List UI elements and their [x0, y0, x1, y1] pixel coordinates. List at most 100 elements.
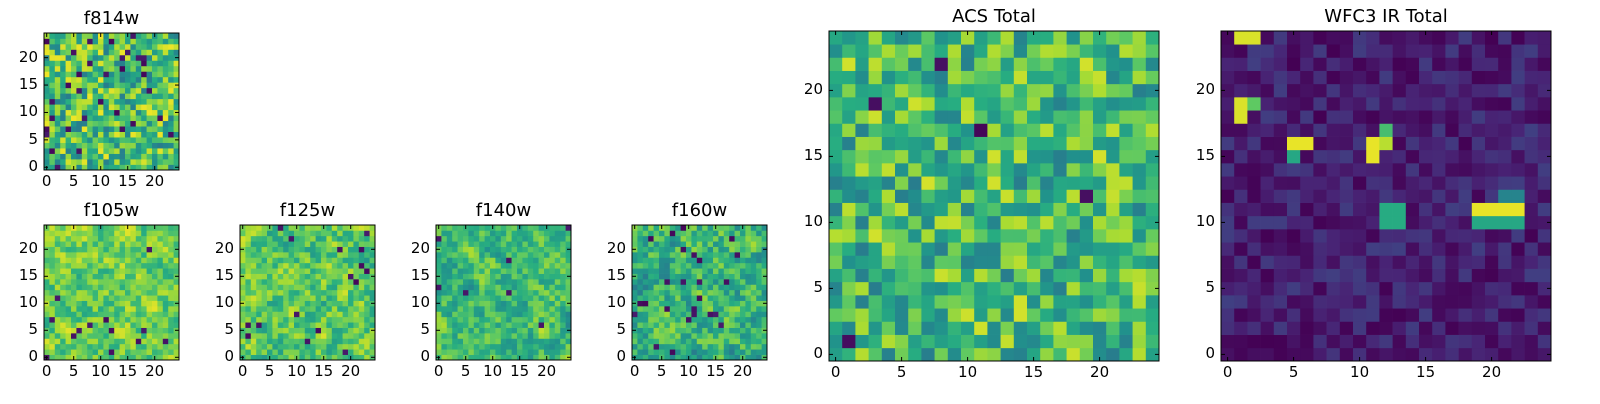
heatmap-cell — [283, 295, 289, 301]
heatmap-cell — [696, 241, 703, 247]
heatmap-cell — [1300, 321, 1314, 335]
heatmap-cell — [468, 252, 475, 258]
heatmap-cell — [326, 338, 333, 345]
heatmap-cell — [299, 257, 306, 264]
heatmap-cell — [1405, 202, 1420, 217]
heatmap-cell — [168, 252, 174, 258]
heatmap-cell — [669, 300, 676, 307]
heatmap-cell — [517, 230, 523, 237]
heatmap-cell — [92, 343, 99, 350]
heatmap-cell — [173, 306, 180, 312]
heatmap-cell — [500, 349, 507, 355]
heatmap-cell — [1145, 57, 1160, 71]
heatmap-cell — [125, 148, 131, 154]
heatmap-cell — [691, 338, 698, 345]
heatmap-cell — [479, 327, 485, 334]
heatmap-cell — [1339, 57, 1354, 71]
heatmap-cell — [855, 123, 869, 137]
heatmap-cell — [87, 82, 93, 89]
heatmap-cell — [98, 322, 104, 328]
heatmap-cell — [130, 225, 137, 231]
heatmap-cell — [98, 115, 104, 122]
heatmap-cell — [1366, 136, 1380, 151]
heatmap-cell — [1145, 83, 1160, 98]
heatmap-cell — [642, 349, 649, 355]
heatmap-cell — [168, 306, 174, 312]
heatmap-cell — [152, 98, 158, 105]
heatmap-cell — [669, 338, 676, 345]
heatmap-cell — [152, 322, 158, 328]
heatmap-cell — [761, 295, 768, 301]
heatmap-cell — [288, 295, 295, 301]
heatmap-cell — [500, 311, 507, 318]
heatmap-cell — [65, 311, 72, 318]
heatmap-cell — [114, 60, 120, 67]
heatmap-cell — [135, 54, 142, 61]
heatmap-cell — [490, 295, 496, 301]
heatmap-cell — [1273, 149, 1288, 164]
heatmap-cell — [479, 333, 485, 339]
heatmap-cell — [961, 110, 975, 124]
heatmap-cell — [1524, 215, 1539, 230]
heatmap-cell — [108, 333, 115, 339]
heatmap-cell — [1432, 149, 1446, 164]
heatmap-cell — [125, 109, 131, 116]
heatmap-cell — [506, 268, 512, 274]
heatmap-cell — [331, 338, 338, 345]
heatmap-cell — [125, 284, 131, 291]
heatmap-cell — [272, 343, 279, 350]
heatmap-cell — [272, 262, 279, 269]
heatmap-cell — [974, 97, 988, 111]
heatmap-cell — [119, 343, 126, 350]
heatmap-cell — [135, 343, 142, 350]
heatmap-cell — [321, 295, 327, 301]
heatmap-cell — [554, 333, 561, 339]
heatmap-cell — [103, 289, 110, 296]
heatmap-cell — [642, 257, 649, 264]
heatmap-cell — [1537, 70, 1552, 85]
heatmap-cell — [1537, 57, 1552, 71]
heatmap-cell — [554, 262, 561, 269]
heatmap-cell — [92, 71, 99, 78]
heatmap-cell — [277, 225, 284, 231]
heatmap-cell — [511, 311, 518, 318]
heatmap-cell — [659, 295, 665, 301]
heatmap-cell — [517, 295, 523, 301]
heatmap-cell — [723, 327, 730, 334]
heatmap-cell — [527, 262, 534, 269]
heatmap-cell — [369, 279, 376, 285]
heatmap-cell — [272, 225, 279, 231]
heatmap-cell — [490, 235, 496, 242]
heatmap-cell — [54, 257, 61, 264]
heatmap-cell — [696, 311, 703, 318]
heatmap-cell — [468, 300, 475, 307]
heatmap-cell — [54, 131, 61, 138]
heatmap-cell — [868, 70, 883, 85]
heatmap-cell — [114, 98, 120, 105]
heatmap-cell — [1524, 202, 1539, 217]
heatmap-cell — [1119, 255, 1133, 269]
heatmap-cell — [1053, 31, 1067, 45]
heatmap-cell — [250, 225, 257, 231]
heatmap-cell — [895, 149, 909, 164]
heatmap-cell — [1379, 255, 1393, 269]
heatmap-cell — [1106, 255, 1120, 269]
heatmap-cell — [554, 241, 561, 247]
heatmap-cell — [98, 284, 104, 291]
heatmap-cell — [87, 153, 93, 160]
heatmap-cell — [691, 230, 698, 237]
heatmap-cell — [299, 284, 306, 291]
heatmap-cell — [484, 343, 491, 350]
heatmap-cell — [1145, 163, 1160, 177]
heatmap-cell — [1234, 268, 1248, 283]
heatmap-cell — [321, 262, 327, 269]
heatmap-cell — [304, 252, 311, 258]
heatmap-cell — [1145, 242, 1160, 256]
heatmap-cell — [868, 31, 883, 45]
heatmap-cell — [130, 241, 137, 247]
heatmap-cell — [1053, 149, 1067, 164]
heatmap-cell — [299, 311, 306, 318]
heatmap-cell — [750, 327, 757, 334]
heatmap-cell — [702, 262, 708, 269]
heatmap-cell — [168, 33, 174, 39]
